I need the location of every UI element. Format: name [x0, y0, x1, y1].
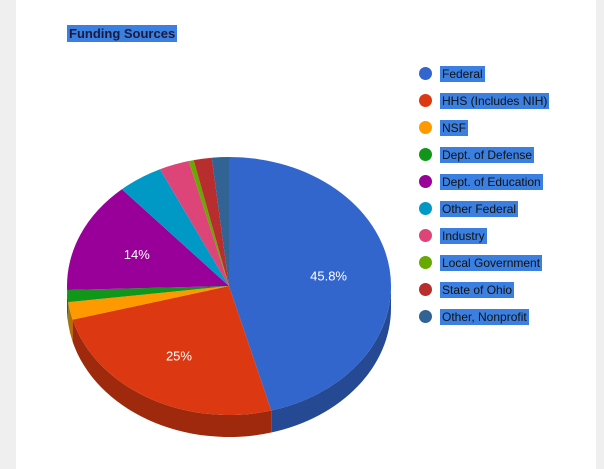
chart-title: Funding Sources [67, 25, 178, 42]
pie-slice-label-1: 25% [166, 348, 192, 363]
legend-swatch [419, 256, 432, 269]
legend-item: State of Ohio [419, 276, 549, 303]
pie-slice-5 [121, 169, 229, 286]
legend-item: Dept. of Defense [419, 141, 549, 168]
legend-item: HHS (Includes NIH) [419, 87, 550, 114]
legend-swatch [419, 202, 432, 215]
legend-label: NSF [440, 119, 468, 136]
pie-slice-3 [67, 286, 229, 303]
pie-side-0 [271, 286, 391, 433]
legend-label: Other Federal [440, 200, 519, 217]
legend-swatch [419, 229, 432, 242]
legend-label: Industry [440, 227, 487, 244]
legend-swatch [419, 94, 432, 107]
legend-swatch [419, 148, 432, 161]
pie-slice-0 [229, 157, 392, 411]
legend-swatch [419, 175, 432, 188]
pie-side-1 [72, 319, 272, 437]
pie-slice-9 [211, 157, 229, 286]
legend-label: Dept. of Defense [440, 146, 535, 163]
legend-item: Other, Nonprofit [419, 303, 549, 330]
legend-item: Local Government [419, 249, 549, 276]
legend-label: HHS (Includes NIH) [440, 92, 550, 109]
chart-legend: Federal HHS (Includes NIH) NSF Dept. of Def… [419, 60, 550, 330]
legend-label: Local Government [440, 254, 543, 271]
legend-item: Industry [419, 222, 549, 249]
legend-label: Federal [440, 65, 485, 82]
legend-swatch [419, 67, 432, 80]
pie-slices: 45.8% 25% 14% [67, 157, 392, 415]
pie-slice-6 [160, 161, 229, 286]
legend-label: State of Ohio [440, 281, 515, 298]
pie-slice-2 [68, 286, 229, 320]
legend-swatch [419, 310, 432, 323]
pie-slice-1 [72, 286, 272, 415]
legend-item: Federal [419, 60, 549, 87]
pie-slice-label-0: 45.8% [310, 268, 347, 283]
legend-swatch [419, 283, 432, 296]
legend-swatch [419, 121, 432, 134]
pie-slice-4 [67, 189, 230, 291]
legend-item: Dept. of Education [419, 168, 549, 195]
legend-label: Dept. of Education [440, 173, 543, 190]
legend-item: NSF [419, 114, 549, 141]
pie-side-2 [68, 302, 73, 342]
pie-side-3 [67, 290, 69, 325]
legend-item: Other Federal [419, 195, 549, 222]
pie-side-walls [67, 286, 391, 437]
pie-slice-label-4: 14% [124, 247, 150, 262]
pie-slice-8 [193, 157, 229, 286]
pie-slice-7 [188, 160, 229, 286]
legend-label: Other, Nonprofit [440, 308, 529, 325]
